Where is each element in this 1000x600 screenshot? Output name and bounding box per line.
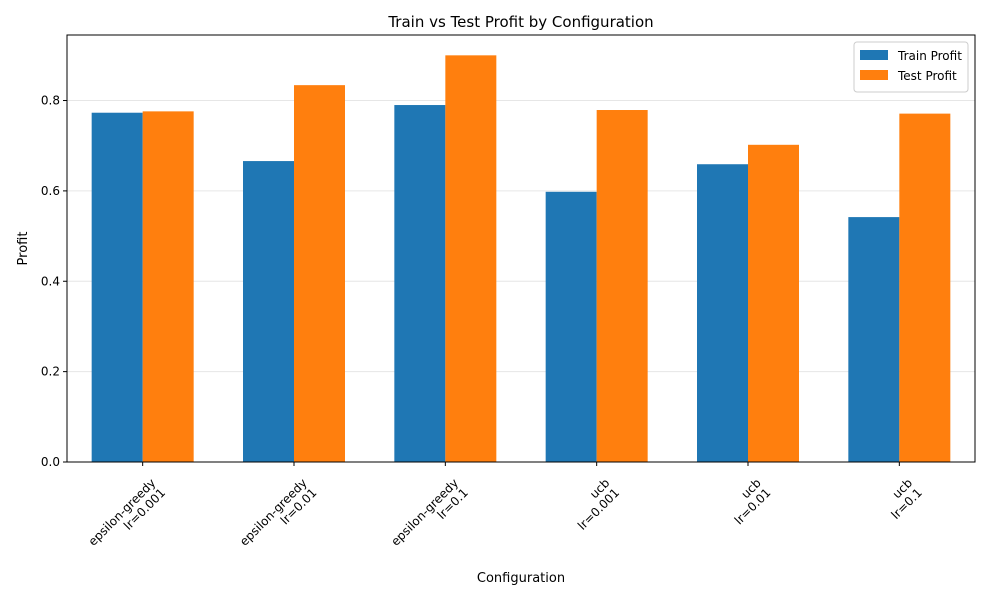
test-profit-bar [142, 111, 194, 462]
x-axis-label: Configuration [477, 571, 565, 586]
plot-frame [66, 34, 976, 463]
train-profit-bar [697, 164, 748, 463]
test-profit-bar [596, 110, 648, 462]
test-profit-bar [748, 144, 799, 463]
train-profit-bar [91, 112, 143, 463]
y-axis-ticks: 0.0 0.2 0.4 0.6 0.8 [41, 94, 67, 469]
legend-swatch [860, 50, 888, 60]
test-profit-bar [899, 113, 951, 462]
y-tick-label: 0.0 [41, 455, 60, 469]
y-tick-label: 0.8 [41, 94, 60, 108]
y-axis-label: Profit [16, 232, 31, 266]
chart-title: Train vs Test Profit by Configuration [387, 13, 653, 31]
train-profit-bar [848, 217, 900, 462]
train-profit-bar [243, 161, 294, 463]
legend-label: Test Profit [897, 69, 957, 83]
y-tick-label: 0.4 [41, 274, 60, 288]
y-tick-label: 0.6 [41, 184, 60, 198]
y-tick-label: 0.2 [41, 365, 60, 379]
legend: Train Profit Test Profit [853, 41, 969, 93]
bars [91, 55, 951, 463]
test-profit-bar [445, 55, 497, 462]
legend-swatch [860, 70, 888, 80]
train-profit-bar [394, 105, 446, 462]
train-profit-bar [545, 191, 597, 462]
legend-label: Train Profit [897, 49, 962, 63]
grid-lines [67, 100, 975, 373]
test-profit-bar [294, 85, 345, 463]
